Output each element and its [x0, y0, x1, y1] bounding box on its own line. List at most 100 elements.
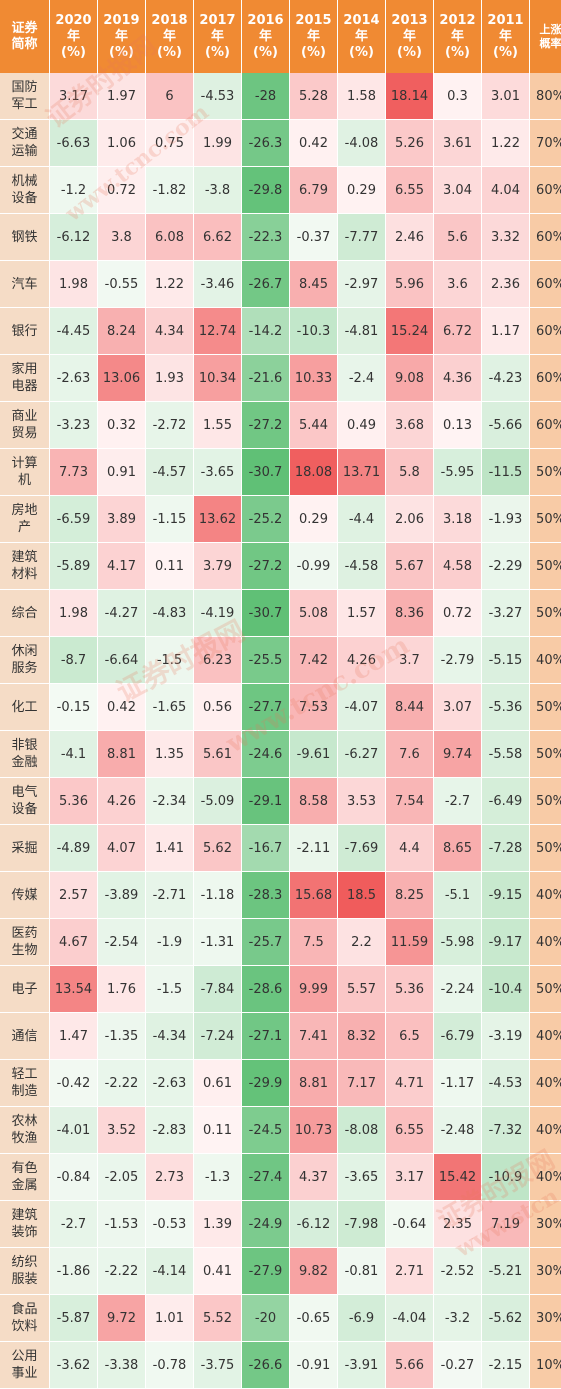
return-value: 1.97 [98, 73, 146, 120]
return-value: -3.23 [50, 402, 98, 449]
return-value: -3.91 [338, 1342, 386, 1389]
sector-name: 医药 生物 [0, 919, 50, 966]
return-value: -6.63 [50, 120, 98, 167]
return-value: -28.6 [242, 966, 290, 1013]
return-value: 3.01 [482, 73, 530, 120]
return-value: -20 [242, 1295, 290, 1342]
table-row: 钢铁 -6.12 3.8 6.08 6.62 -22.3 -0.37 -7.77 2.46 5.6… [0, 214, 561, 261]
table-row: 建筑 装饰 -2.7 -1.53 -0.53 1.39 -24.9 -6.12 -7.98 -0.… [0, 1201, 561, 1248]
sector-name: 食品 饮料 [0, 1295, 50, 1342]
return-value: 9.99 [290, 966, 338, 1013]
table-row: 交通 运输 -6.63 1.06 0.75 1.99 -26.3 0.42 -4.08 5.26 3… [0, 120, 561, 167]
return-value: 10.34 [194, 355, 242, 402]
return-value: 1.99 [194, 120, 242, 167]
return-value: -27.2 [242, 402, 290, 449]
return-value: -4.01 [50, 1107, 98, 1154]
return-value: 0.42 [98, 684, 146, 731]
sector-name: 公用 事业 [0, 1342, 50, 1389]
return-value: -1.2 [50, 167, 98, 214]
sector-name: 休闲 服务 [0, 637, 50, 684]
return-value: -5.1 [434, 872, 482, 919]
table-body: 国防 军工 3.17 1.97 6 -4.53 -28 5.28 1.58 18.14 0.3 3.0… [0, 73, 561, 1389]
return-value: -3.8 [194, 167, 242, 214]
return-value: -2.24 [434, 966, 482, 1013]
return-value: -7.98 [338, 1201, 386, 1248]
return-value: -1.5 [146, 966, 194, 1013]
return-value: 8.81 [98, 731, 146, 778]
return-value: -2.05 [98, 1154, 146, 1201]
sector-name: 纺织 服装 [0, 1248, 50, 1295]
return-value: 0.49 [338, 402, 386, 449]
header-row: 证券 简称 2020 年 (%) 2019 年 (%) 2018 年 (%) 2017 年 (%)… [0, 0, 561, 73]
return-value: 8.32 [338, 1013, 386, 1060]
return-value: -4.08 [338, 120, 386, 167]
return-value: 1.22 [482, 120, 530, 167]
return-value: 1.55 [194, 402, 242, 449]
return-value: 5.62 [194, 825, 242, 872]
return-value: 3.18 [434, 496, 482, 543]
return-value: 5.6 [434, 214, 482, 261]
return-value: 5.44 [290, 402, 338, 449]
return-value: -9.15 [482, 872, 530, 919]
return-value: -0.37 [290, 214, 338, 261]
return-value: 5.28 [290, 73, 338, 120]
return-value: 5.8 [386, 449, 434, 496]
return-value: 1.06 [98, 120, 146, 167]
return-value: 13.06 [98, 355, 146, 402]
sector-name: 国防 军工 [0, 73, 50, 120]
return-value: -24.9 [242, 1201, 290, 1248]
table-row: 非银 金融 -4.1 8.81 1.35 5.61 -24.6 -9.61 -6.27 7.6 9.… [0, 731, 561, 778]
rise-probability: 30% [530, 1248, 561, 1295]
return-value: 13.62 [194, 496, 242, 543]
return-value: 8.65 [434, 825, 482, 872]
return-value: 4.34 [146, 308, 194, 355]
return-value: -8.7 [50, 637, 98, 684]
return-value: 3.17 [50, 73, 98, 120]
return-value: -2.11 [290, 825, 338, 872]
return-value: 9.72 [98, 1295, 146, 1342]
return-value: -10.4 [482, 966, 530, 1013]
return-value: -2.52 [434, 1248, 482, 1295]
return-value: -6.9 [338, 1295, 386, 1342]
return-value: -2.97 [338, 261, 386, 308]
table-row: 农林 牧渔 -4.01 3.52 -2.83 0.11 -24.5 10.73 -8.08 6.5… [0, 1107, 561, 1154]
return-value: -3.65 [194, 449, 242, 496]
return-value: 0.61 [194, 1060, 242, 1107]
return-value: 3.04 [434, 167, 482, 214]
return-value: -26.6 [242, 1342, 290, 1389]
return-value: -3.19 [482, 1013, 530, 1060]
return-value: -5.87 [50, 1295, 98, 1342]
header-year-2018: 2018 年 (%) [146, 0, 194, 73]
return-value: 6.55 [386, 167, 434, 214]
table-row: 传媒 2.57 -3.89 -2.71 -1.18 -28.3 15.68 18.5 8.25-… [0, 872, 561, 919]
return-value: -1.82 [146, 167, 194, 214]
return-value: -5.36 [482, 684, 530, 731]
sector-name: 化工 [0, 684, 50, 731]
table-row: 医药 生物 4.67 -2.54 -1.9 -1.31 -25.7 7.5 2.2 11.59 -5… [0, 919, 561, 966]
sector-name: 建筑 装饰 [0, 1201, 50, 1248]
return-value: -29.9 [242, 1060, 290, 1107]
table-row: 休闲 服务 -8.7 -6.64 -1.5 6.23 -25.5 7.42 4.26 3.7 -2.… [0, 637, 561, 684]
rise-probability: 40% [530, 872, 561, 919]
return-value: -2.63 [50, 355, 98, 402]
return-value: 1.57 [338, 590, 386, 637]
return-value: -11.5 [482, 449, 530, 496]
return-value: -1.53 [98, 1201, 146, 1248]
return-value: 5.08 [290, 590, 338, 637]
return-value: -27.2 [242, 543, 290, 590]
return-value: 5.36 [386, 966, 434, 1013]
return-value: 9.74 [434, 731, 482, 778]
return-value: 18.08 [290, 449, 338, 496]
return-value: 3.53 [338, 778, 386, 825]
rise-probability: 40% [530, 1154, 561, 1201]
return-value: 7.6 [386, 731, 434, 778]
rise-probability: 50% [530, 590, 561, 637]
return-value: -3.2 [434, 1295, 482, 1342]
return-value: -2.34 [146, 778, 194, 825]
rise-probability: 30% [530, 1201, 561, 1248]
return-value: 4.67 [50, 919, 98, 966]
return-value: 3.6 [434, 261, 482, 308]
return-value: -0.65 [290, 1295, 338, 1342]
return-value: -5.21 [482, 1248, 530, 1295]
sector-name: 通信 [0, 1013, 50, 1060]
